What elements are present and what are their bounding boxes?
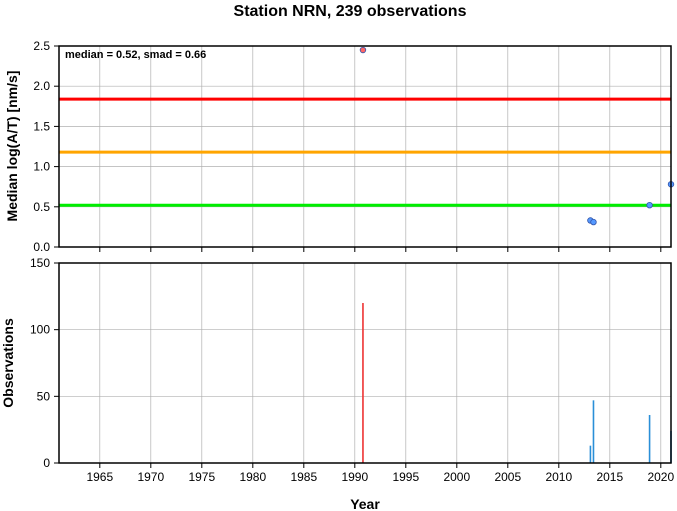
y-tick-label: 1.0 [33, 160, 50, 174]
y-tick-label: 0.0 [33, 240, 50, 254]
data-point [590, 218, 597, 226]
x-axis-label: Year [350, 496, 380, 511]
y-tick-label: 100 [30, 323, 50, 337]
chart-title: Station NRN, 239 observations [234, 3, 467, 20]
y-tick-label: 50 [37, 389, 51, 403]
y-tick-label: 150 [30, 256, 50, 270]
x-tick-label: 1995 [392, 470, 419, 484]
x-tick-label: 1980 [239, 470, 266, 484]
top-panel: 0.0 0.5 1.0 1.5 2.0 2.5 median = 0.52, smad =… [4, 39, 675, 254]
bottom-y-axis-label: Observations [0, 318, 16, 408]
x-tick-label: 1970 [137, 470, 164, 484]
stats-annotation: median = 0.52, smad = 0.66 [65, 49, 206, 61]
x-tick-label: 1975 [188, 470, 215, 484]
x-tick-label: 1985 [290, 470, 317, 484]
top-plot-area [59, 46, 671, 247]
y-tick-label: 0 [43, 456, 50, 470]
y-tick-label: 0.5 [33, 200, 50, 214]
y-tick-label: 2.0 [33, 79, 50, 93]
bottom-ticks: 1965 1970 1975 1980 1985 1990 1995 2000 2005 2010… [30, 256, 675, 484]
top-frame [58, 45, 672, 248]
x-tick-label: 2015 [596, 470, 623, 484]
x-tick-label: 2020 [647, 470, 674, 484]
bottom-plot-area [59, 263, 671, 463]
x-tick-label: 1965 [86, 470, 113, 484]
x-tick-label: 2010 [545, 470, 572, 484]
y-tick-label: 2.5 [33, 39, 50, 53]
x-tick-label: 2000 [443, 470, 470, 484]
top-ticks: 0.0 0.5 1.0 1.5 2.0 2.5 [33, 39, 662, 254]
x-tick-label: 1990 [341, 470, 368, 484]
top-points [359, 46, 675, 226]
bottom-frame [58, 262, 672, 464]
y-tick-label: 1.5 [33, 119, 50, 133]
data-point [359, 46, 367, 54]
top-y-axis-label: Median log(A/T) [nm/s] [4, 71, 20, 222]
top-reference-lines [59, 97, 671, 207]
bottom-panel: 1965 1970 1975 1980 1985 1990 1995 2000 2005 2010… [0, 256, 674, 511]
x-tick-label: 2005 [494, 470, 521, 484]
data-point [646, 201, 653, 209]
